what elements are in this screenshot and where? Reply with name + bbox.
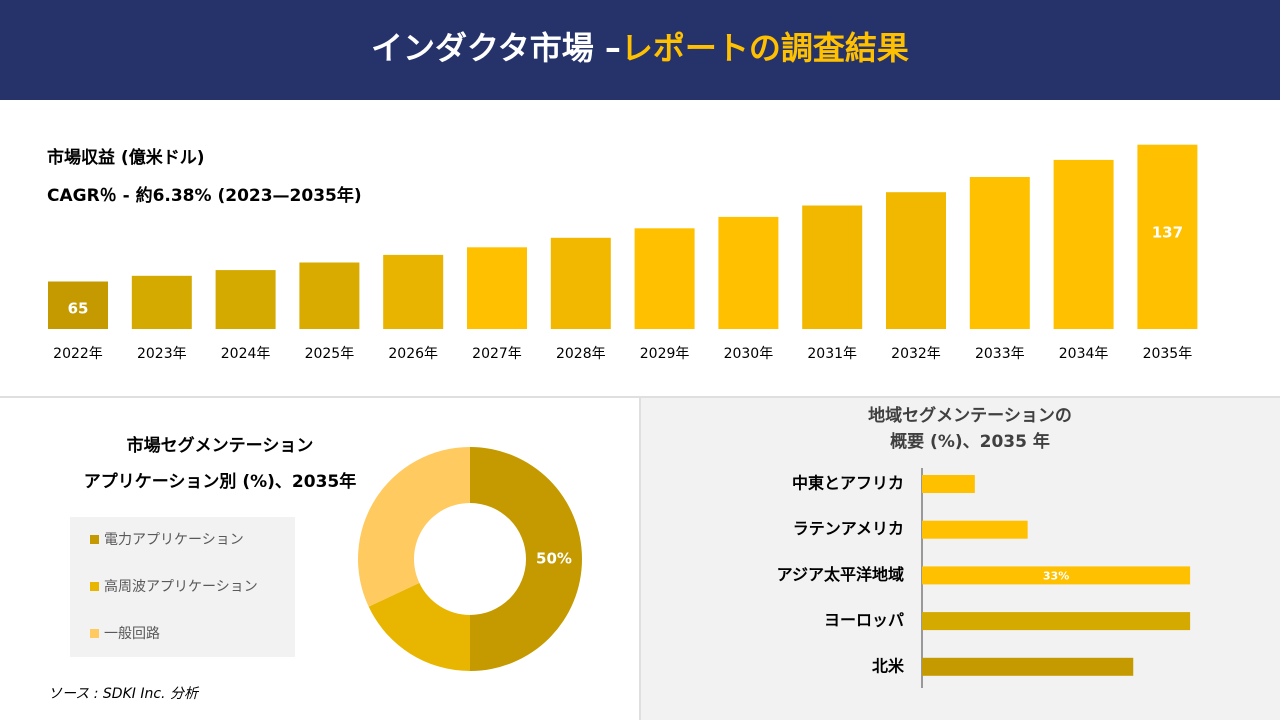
y-tick-label: ヨーロッパ bbox=[824, 611, 904, 630]
bar bbox=[383, 254, 444, 329]
bar bbox=[634, 228, 695, 329]
x-tick-label: 2034年 bbox=[1059, 346, 1109, 362]
data-label: 137 bbox=[1152, 224, 1183, 242]
x-tick-label: 2035年 bbox=[1143, 346, 1193, 362]
x-tick-label: 2028年 bbox=[556, 346, 606, 362]
bar bbox=[922, 566, 1191, 585]
x-tick-label: 2027年 bbox=[472, 346, 522, 362]
x-tick-label: 2029年 bbox=[640, 346, 690, 362]
data-label: 50% bbox=[536, 550, 572, 568]
source: ソース : SDKI Inc. 分析 bbox=[48, 686, 200, 702]
bar bbox=[48, 281, 108, 329]
x-tick-label: 2030年 bbox=[724, 346, 774, 362]
bar bbox=[215, 270, 276, 329]
chart-subtitle: CAGR％ - 約6.38% (2023—2035年) bbox=[47, 185, 362, 206]
legend-box bbox=[70, 517, 295, 657]
data-label: 33% bbox=[1043, 569, 1069, 582]
bar bbox=[922, 657, 1134, 676]
x-tick-label: 2026年 bbox=[388, 346, 438, 362]
x-tick-label: 2023年 bbox=[137, 346, 187, 362]
donut-segment bbox=[358, 447, 470, 607]
legend-label: 電力アプリケーション bbox=[104, 532, 244, 548]
bar bbox=[886, 192, 946, 329]
bar bbox=[1137, 144, 1198, 329]
x-tick-label: 2024年 bbox=[221, 346, 271, 362]
bar bbox=[299, 262, 360, 329]
chart-title: 地域セグメンテーションの bbox=[868, 405, 1072, 426]
title-main: インダクタ市場 – bbox=[371, 29, 621, 67]
legend-swatch bbox=[90, 629, 99, 638]
x-tick-label: 2022年 bbox=[53, 346, 103, 362]
title-accent: レポートの調査結果 bbox=[621, 29, 909, 67]
legend-swatch bbox=[90, 535, 99, 544]
y-tick-label: ラテンアメリカ bbox=[793, 519, 904, 538]
data-label: 65 bbox=[68, 300, 89, 318]
donut-segment bbox=[470, 447, 582, 671]
bar bbox=[131, 275, 192, 329]
bar bbox=[718, 216, 779, 329]
header-title: インダクタ市場 –レポートの調査結果 bbox=[371, 29, 909, 67]
legend-swatch bbox=[90, 582, 99, 591]
bar bbox=[922, 520, 1028, 539]
bar bbox=[1053, 159, 1114, 329]
bar bbox=[550, 237, 611, 329]
bar bbox=[922, 475, 975, 493]
y-tick-label: 北米 bbox=[872, 656, 905, 675]
x-tick-label: 2025年 bbox=[305, 346, 355, 362]
y-tick-label: アジア太平洋地域 bbox=[777, 565, 904, 584]
chart-title: 市場収益 (億米ドル) bbox=[47, 147, 204, 168]
y-tick-label: 中東とアフリカ bbox=[792, 474, 904, 493]
bar bbox=[802, 205, 863, 329]
x-tick-label: 2031年 bbox=[807, 346, 857, 362]
chart-title: 市場セグメンテーション bbox=[127, 435, 314, 456]
x-tick-label: 2033年 bbox=[975, 346, 1025, 362]
donut-segment bbox=[368, 582, 470, 671]
x-tick-label: 2032年 bbox=[891, 346, 941, 362]
bar bbox=[969, 177, 1030, 329]
header-bar bbox=[0, 0, 1280, 100]
legend-label: 高周波アプリケーション bbox=[104, 578, 258, 595]
bar bbox=[467, 247, 527, 329]
legend-label: 一般回路 bbox=[104, 626, 160, 642]
chart-title: 概要 (%)、2035 年 bbox=[890, 431, 1050, 452]
bar bbox=[922, 612, 1191, 631]
chart-title: アプリケーション別 (%)、2035年 bbox=[84, 471, 356, 492]
